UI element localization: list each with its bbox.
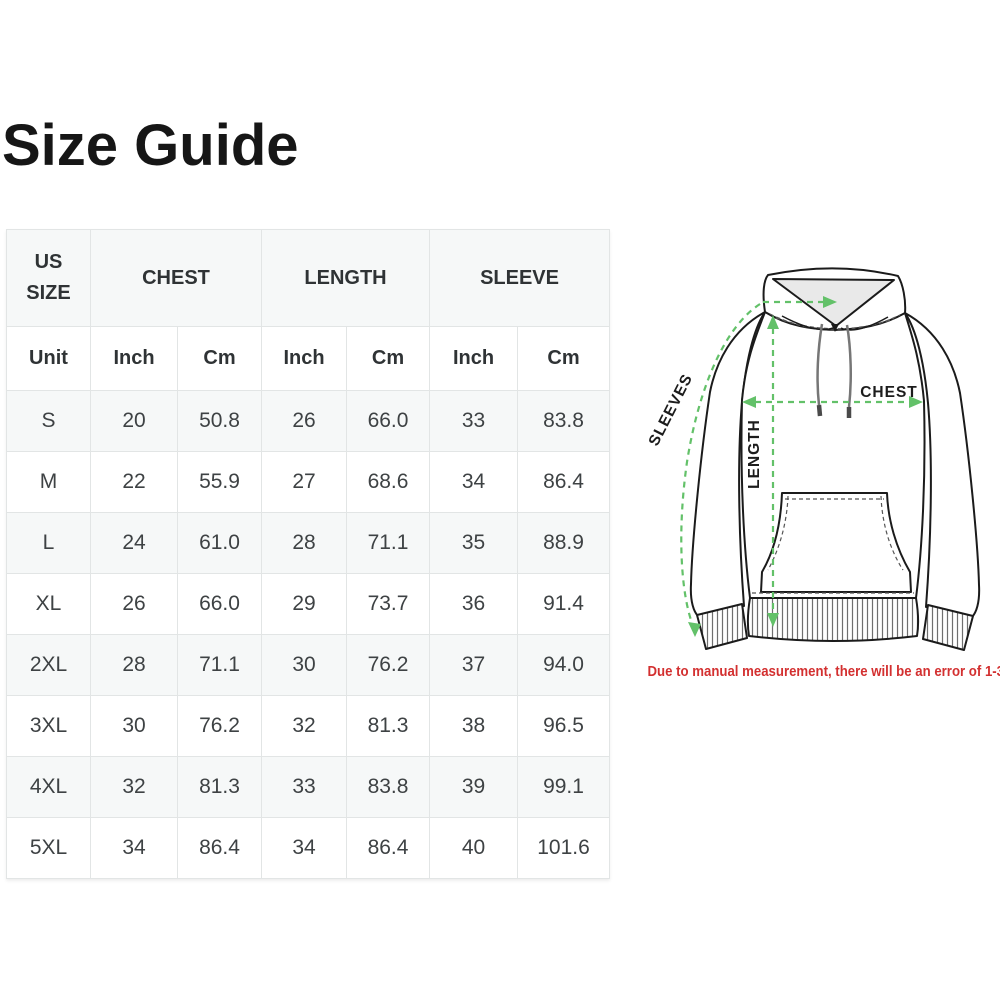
- length-cm-value: 76.2: [346, 634, 431, 696]
- sleeves-arrow: [680, 303, 761, 624]
- sleeve-cm-value: 88.9: [517, 512, 611, 574]
- sleeve-cm-value: 99.1: [517, 756, 611, 818]
- sleeve-cm-value: 86.4: [517, 451, 611, 513]
- table-row-2xl: 2XL 28 71.1 30 76.2 37 94.0: [6, 634, 611, 696]
- col-header-length: LENGTH: [261, 229, 431, 327]
- measurement-arrowheads: [688, 296, 923, 637]
- sleeve-inch-value: 40: [429, 817, 519, 879]
- chest-cm-value: 71.1: [176, 634, 263, 696]
- length-cm-value: 66.0: [346, 390, 431, 452]
- length-label: LENGTH: [746, 419, 763, 489]
- sleeve-inch-value: 34: [429, 451, 519, 513]
- chest-label: CHEST: [860, 384, 918, 401]
- col-header-chest: CHEST: [89, 229, 263, 327]
- sleeve-inch-value: 33: [429, 390, 519, 452]
- length-inch-value: 30: [261, 634, 348, 696]
- hoodie-hood: [762, 267, 907, 332]
- hoodie-measurement-diagram: CHEST LENGTH SLEEVES: [646, 267, 981, 651]
- sleeve-cm-header: Cm: [517, 326, 611, 391]
- length-inch-value: 32: [261, 695, 348, 757]
- size-label: S: [6, 390, 91, 452]
- table-row-s: S 20 50.8 26 66.0 33 83.8: [6, 390, 611, 452]
- chest-inch-value: 26: [90, 573, 178, 635]
- length-cm-value: 83.8: [346, 756, 431, 818]
- col-header-us-size: US SIZE: [6, 229, 91, 327]
- hoodie-drawstrings: [816, 323, 852, 418]
- chest-cm-value: 81.3: [176, 756, 263, 818]
- col-header-sleeve: SLEEVE: [429, 229, 611, 327]
- sleeve-cm-value: 96.5: [517, 695, 611, 757]
- chest-inch-value: 32: [90, 756, 178, 818]
- chest-cm-value: 50.8: [176, 390, 263, 452]
- size-label: L: [6, 512, 91, 574]
- size-label: 2XL: [6, 634, 91, 696]
- chest-cm-value: 61.0: [176, 512, 263, 574]
- chest-cm-value: 66.0: [176, 573, 263, 635]
- length-inch-value: 33: [261, 756, 348, 818]
- chest-cm-value: 86.4: [176, 817, 263, 879]
- table-row-m: M 22 55.9 27 68.6 34 86.4: [6, 451, 611, 513]
- length-cm-value: 68.6: [346, 451, 431, 513]
- length-cm-header: Cm: [346, 326, 431, 391]
- size-label: M: [6, 451, 91, 513]
- table-row-l: L 24 61.0 28 71.1 35 88.9: [6, 512, 611, 574]
- hoodie-pocket: [760, 492, 912, 593]
- table-group-header-row: US SIZE CHEST LENGTH SLEEVE: [6, 229, 611, 327]
- chest-inch-value: 24: [90, 512, 178, 574]
- length-inch-value: 28: [261, 512, 348, 574]
- chest-cm-value: 55.9: [176, 451, 263, 513]
- size-label: 4XL: [6, 756, 91, 818]
- size-label: XL: [6, 573, 91, 635]
- sleeves-label: SLEEVES: [646, 371, 697, 449]
- sleeve-cm-value: 94.0: [517, 634, 611, 696]
- table-row-3xl: 3XL 30 76.2 32 81.3 38 96.5: [6, 695, 611, 757]
- sleeve-inch-value: 36: [429, 573, 519, 635]
- sleeve-inch-value: 35: [429, 512, 519, 574]
- table-row-5xl: 5XL 34 86.4 34 86.4 40 101.6: [6, 817, 611, 879]
- length-inch-value: 34: [261, 817, 348, 879]
- length-inch-value: 29: [261, 573, 348, 635]
- sleeve-cm-value: 91.4: [517, 573, 611, 635]
- chest-inch-value: 20: [90, 390, 178, 452]
- table-row-4xl: 4XL 32 81.3 33 83.8 39 99.1: [6, 756, 611, 818]
- unit-header: Unit: [6, 326, 91, 391]
- sleeve-cm-value: 101.6: [517, 817, 611, 879]
- chest-inch-value: 34: [90, 817, 178, 879]
- size-table: US SIZE CHEST LENGTH SLEEVE Unit Inch Cm…: [6, 229, 611, 879]
- sleeve-cm-value: 83.8: [517, 390, 611, 452]
- length-cm-value: 81.3: [346, 695, 431, 757]
- length-inch-value: 27: [261, 451, 348, 513]
- length-cm-value: 71.1: [346, 512, 431, 574]
- measurement-note: Due to manual measurement, there will be…: [647, 663, 1000, 680]
- measurement-arrows: [680, 300, 910, 624]
- chest-cm-header: Cm: [176, 326, 263, 391]
- length-inch-value: 26: [261, 390, 348, 452]
- table-unit-header-row: Unit Inch Cm Inch Cm Inch Cm: [6, 326, 611, 391]
- length-inch-header: Inch: [261, 326, 348, 391]
- sleeve-inch-value: 39: [429, 756, 519, 818]
- length-cm-value: 86.4: [346, 817, 431, 879]
- page-title: Size Guide: [2, 113, 299, 178]
- chest-inch-value: 22: [90, 451, 178, 513]
- hoodie-hem-and-cuffs: [696, 592, 974, 651]
- sleeve-inch-value: 37: [429, 634, 519, 696]
- sleeve-inch-value: 38: [429, 695, 519, 757]
- chest-cm-value: 76.2: [176, 695, 263, 757]
- sleeve-inch-header: Inch: [429, 326, 519, 391]
- chest-inch-header: Inch: [90, 326, 178, 391]
- size-label: 5XL: [6, 817, 91, 879]
- chest-inch-value: 30: [90, 695, 178, 757]
- table-row-xl: XL 26 66.0 29 73.7 36 91.4: [6, 573, 611, 635]
- chest-inch-value: 28: [90, 634, 178, 696]
- size-label: 3XL: [6, 695, 91, 757]
- length-cm-value: 73.7: [346, 573, 431, 635]
